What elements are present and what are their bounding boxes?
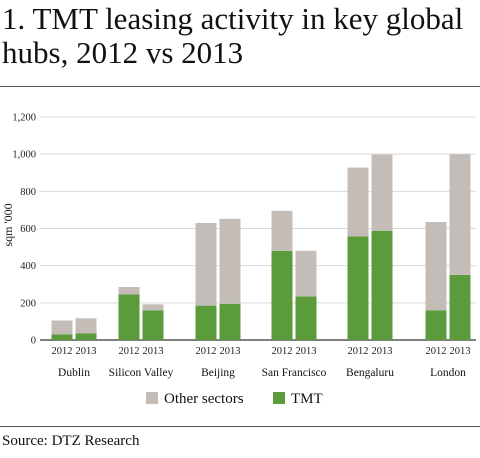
y-tick-label: 0 <box>31 336 36 347</box>
x-year-label: 2013 <box>372 346 393 357</box>
x-category-label: Bengaluru <box>346 367 394 379</box>
bar-other-sectors <box>51 320 73 335</box>
x-year-label: 2012 <box>119 346 140 357</box>
x-year-label: 2012 <box>196 346 217 357</box>
y-tick-label: 200 <box>20 298 36 309</box>
x-year-label: 2012 <box>52 346 73 357</box>
y-tick-label: 400 <box>20 261 36 272</box>
bar-tmt <box>425 310 447 340</box>
x-year-label: 2012 <box>272 346 293 357</box>
x-category-label: London <box>430 367 466 379</box>
bar-tmt <box>219 303 241 340</box>
chart-title: 1. TMT leasing activity in key global hu… <box>2 1 464 70</box>
bar-other-sectors <box>118 287 140 295</box>
x-category-label: Dublin <box>58 367 90 379</box>
y-tick-label: 600 <box>20 224 36 235</box>
y-tick-label: 1,200 <box>12 113 36 124</box>
legend-label-other-sectors: Other sectors <box>164 391 244 407</box>
x-year-label: 2013 <box>76 346 97 357</box>
x-year-label: 2013 <box>220 346 241 357</box>
bar-other-sectors <box>347 167 369 237</box>
bar-tmt <box>195 305 217 340</box>
bar-other-sectors <box>371 154 393 231</box>
bar-tmt <box>75 333 97 340</box>
bar-other-sectors <box>142 304 164 311</box>
bar-other-sectors <box>271 210 293 251</box>
bar-tmt <box>449 274 471 340</box>
y-axis-label: sqm '000 <box>1 203 15 246</box>
x-year-label: 2013 <box>143 346 164 357</box>
bar-other-sectors <box>75 318 97 334</box>
y-tick-label: 1,000 <box>12 150 36 161</box>
x-year-label: 2012 <box>426 346 447 357</box>
bar-tmt <box>118 294 140 340</box>
source-note: Source: DTZ Research <box>2 433 140 449</box>
legend-label-tmt: TMT <box>291 391 323 407</box>
x-category-label: Silicon Valley <box>109 367 174 379</box>
legend: Other sectors TMT <box>146 391 323 407</box>
x-year-label: 2013 <box>450 346 471 357</box>
title-divider <box>0 86 480 87</box>
legend-swatch-tmt <box>273 392 285 404</box>
bar-tmt <box>51 334 73 340</box>
footer-divider <box>0 426 480 427</box>
x-year-label: 2012 <box>348 346 369 357</box>
bar-tmt <box>142 310 164 340</box>
bar-other-sectors <box>425 221 447 311</box>
bar-other-sectors <box>449 154 471 275</box>
x-category-label: San Francisco <box>262 367 327 379</box>
bar-tmt <box>347 236 369 340</box>
y-tick-label: 800 <box>20 187 36 198</box>
bar-tmt <box>371 230 393 340</box>
legend-swatch-other-sectors <box>146 392 158 404</box>
bar-other-sectors <box>195 222 217 306</box>
bar-other-sectors <box>295 250 317 297</box>
x-category-label: Beijing <box>201 367 235 379</box>
x-year-label: 2013 <box>296 346 317 357</box>
bar-other-sectors <box>219 218 241 304</box>
bar-tmt <box>295 296 317 340</box>
bar-tmt <box>271 250 293 340</box>
